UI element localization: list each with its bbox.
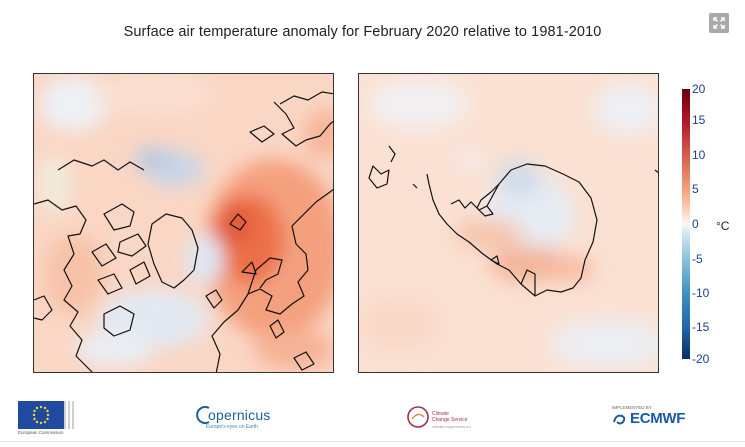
c3s-logo[interactable]: Climate Change Service climate.copernicus… — [406, 393, 486, 441]
colorbar-unit: °C — [716, 219, 730, 233]
logo-bar: European Commission opernicus Europe's e… — [0, 393, 745, 443]
colorbar-tick: -5 — [692, 252, 703, 266]
ecmwf-implemented-by: IMPLEMENTED BY — [612, 405, 652, 410]
ecmwf-name: ECMWF — [630, 410, 686, 427]
c3s-url: climate.copernicus.eu — [432, 424, 471, 429]
colorbar-tick: 0 — [692, 217, 699, 231]
north-polar-map — [33, 73, 334, 373]
c3s-label: Climate Change Service — [432, 411, 468, 423]
divider — [0, 441, 745, 442]
temperature-colorbar — [682, 89, 690, 359]
colorbar-tick: -10 — [692, 286, 710, 300]
colorbar-tick: -20 — [692, 352, 710, 366]
eu-logo[interactable]: European Commission — [14, 393, 74, 441]
copernicus-name: opernicus — [208, 407, 271, 423]
ecmwf-swirl-icon — [613, 414, 626, 425]
expand-icon[interactable] — [709, 13, 729, 33]
colorbar-tick: 5 — [692, 182, 699, 196]
c3s-circle-icon — [407, 406, 429, 428]
ecmwf-logo[interactable]: IMPLEMENTED BY ECMWF — [610, 393, 710, 441]
eu-flag-icon — [18, 401, 64, 429]
copernicus-c-icon — [196, 406, 210, 424]
colorbar-tick: -15 — [692, 320, 710, 334]
copernicus-logo[interactable]: opernicus Europe's eyes on Earth — [196, 393, 278, 441]
copernicus-tagline: Europe's eyes on Earth — [206, 424, 258, 430]
chart-title: Surface air temperature anomaly for Febr… — [123, 24, 602, 40]
colorbar-tick: 15 — [692, 113, 706, 127]
colorbar-tick: 10 — [692, 148, 706, 162]
eu-stripes — [64, 401, 74, 429]
colorbar-tick: 20 — [692, 82, 706, 96]
south-polar-map — [358, 73, 659, 373]
eu-label: European Commission — [18, 430, 64, 435]
